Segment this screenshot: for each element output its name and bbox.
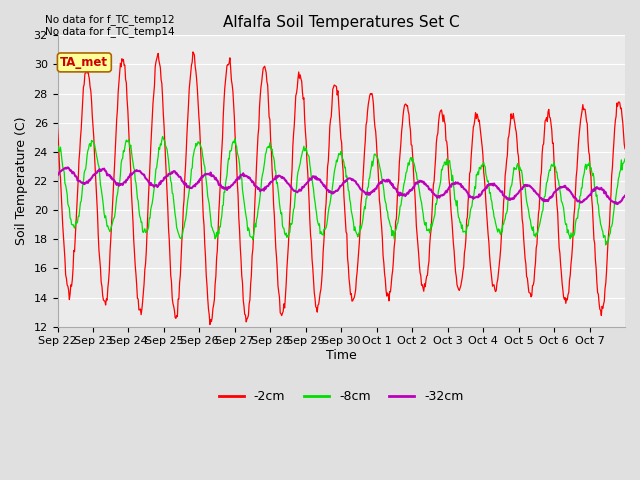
X-axis label: Time: Time <box>326 349 356 362</box>
Legend: -2cm, -8cm, -32cm: -2cm, -8cm, -32cm <box>214 385 468 408</box>
Text: No data for f_TC_temp14: No data for f_TC_temp14 <box>45 25 175 36</box>
Y-axis label: Soil Temperature (C): Soil Temperature (C) <box>15 117 28 245</box>
Text: TA_met: TA_met <box>60 56 108 69</box>
Text: No data for f_TC_temp12: No data for f_TC_temp12 <box>45 13 175 24</box>
Title: Alfalfa Soil Temperatures Set C: Alfalfa Soil Temperatures Set C <box>223 15 460 30</box>
